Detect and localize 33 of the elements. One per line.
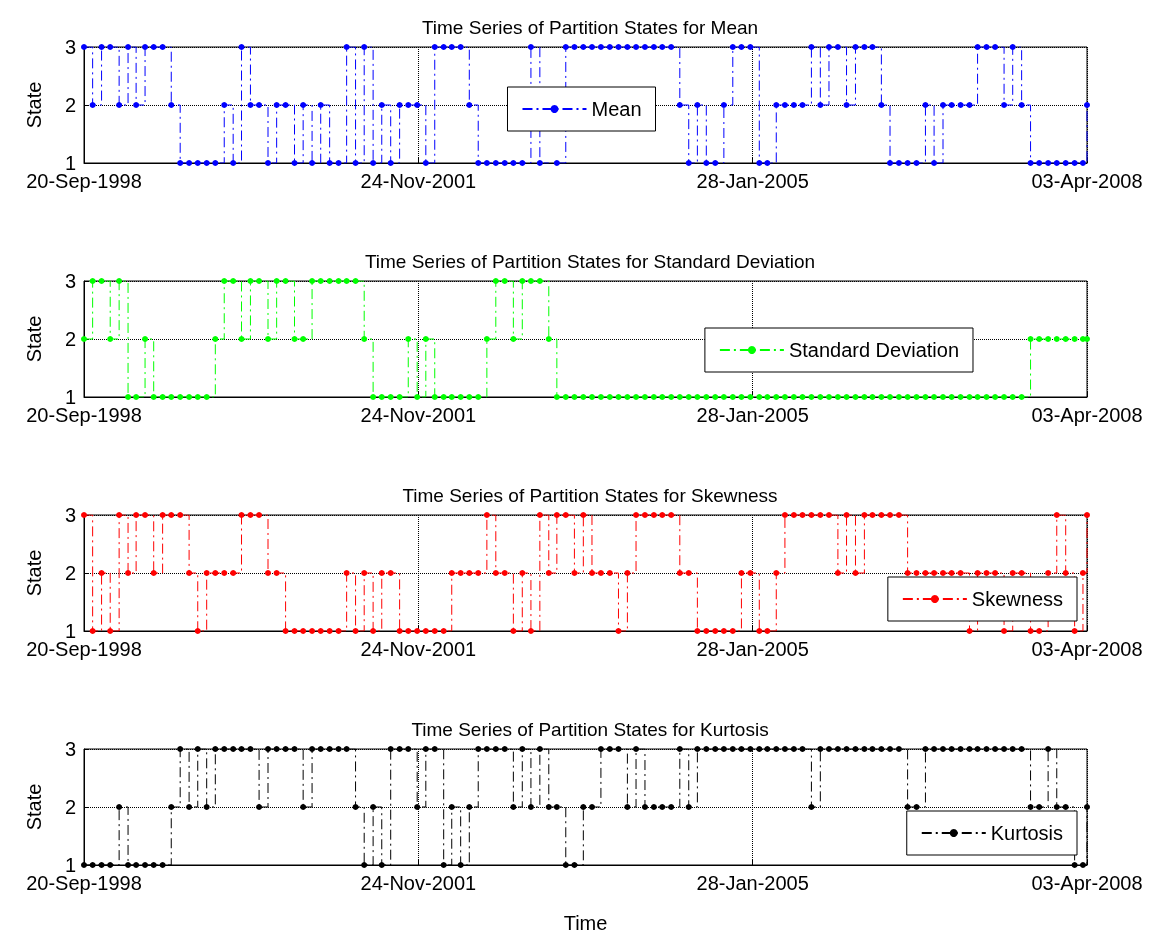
legend-label: Kurtosis bbox=[990, 822, 1063, 844]
legend-label: Mean bbox=[591, 98, 642, 120]
chart-title: Time Series of Partition States for Kurtosis bbox=[411, 719, 769, 740]
chart-title: Time Series of Partition States for Standard Deviation bbox=[364, 251, 816, 272]
x-tick-label: 24-Nov-2001 bbox=[360, 872, 477, 894]
y-axis-title: State bbox=[23, 549, 45, 597]
x-tick-label: 28-Jan-2005 bbox=[696, 404, 809, 426]
x-tick-label: 03-Apr-2008 bbox=[1031, 170, 1143, 192]
y-axis-title: State bbox=[23, 81, 45, 129]
legend-label: Skewness bbox=[971, 588, 1063, 610]
y-tick-label: 3 bbox=[64, 738, 76, 760]
y-axis-title: State bbox=[23, 783, 45, 831]
x-tick-label: 03-Apr-2008 bbox=[1031, 872, 1143, 894]
x-tick-label: 24-Nov-2001 bbox=[360, 638, 477, 660]
legend-label: Standard Deviation bbox=[788, 339, 959, 361]
x-tick-label: 28-Jan-2005 bbox=[696, 638, 809, 660]
x-tick-label: 24-Nov-2001 bbox=[360, 404, 477, 426]
chart-title: Time Series of Partition States for Mean bbox=[421, 17, 759, 38]
y-tick-label: 2 bbox=[64, 796, 76, 818]
y-tick-label: 3 bbox=[64, 36, 76, 58]
y-tick-label: 3 bbox=[64, 504, 76, 526]
x-tick-label: 28-Jan-2005 bbox=[696, 872, 809, 894]
y-tick-label: 3 bbox=[64, 270, 76, 292]
x-tick-label: 24-Nov-2001 bbox=[360, 170, 477, 192]
chart-title: Time Series of Partition States for Skewness bbox=[402, 485, 778, 506]
x-tick-label: 03-Apr-2008 bbox=[1031, 638, 1143, 660]
x-tick-label: 03-Apr-2008 bbox=[1031, 404, 1143, 426]
y-axis-title: State bbox=[23, 315, 45, 363]
y-tick-label: 2 bbox=[64, 562, 76, 584]
x-axis-title: Time bbox=[563, 912, 608, 934]
x-tick-label: 28-Jan-2005 bbox=[696, 170, 809, 192]
y-tick-label: 2 bbox=[64, 94, 76, 116]
y-tick-label: 2 bbox=[64, 328, 76, 350]
